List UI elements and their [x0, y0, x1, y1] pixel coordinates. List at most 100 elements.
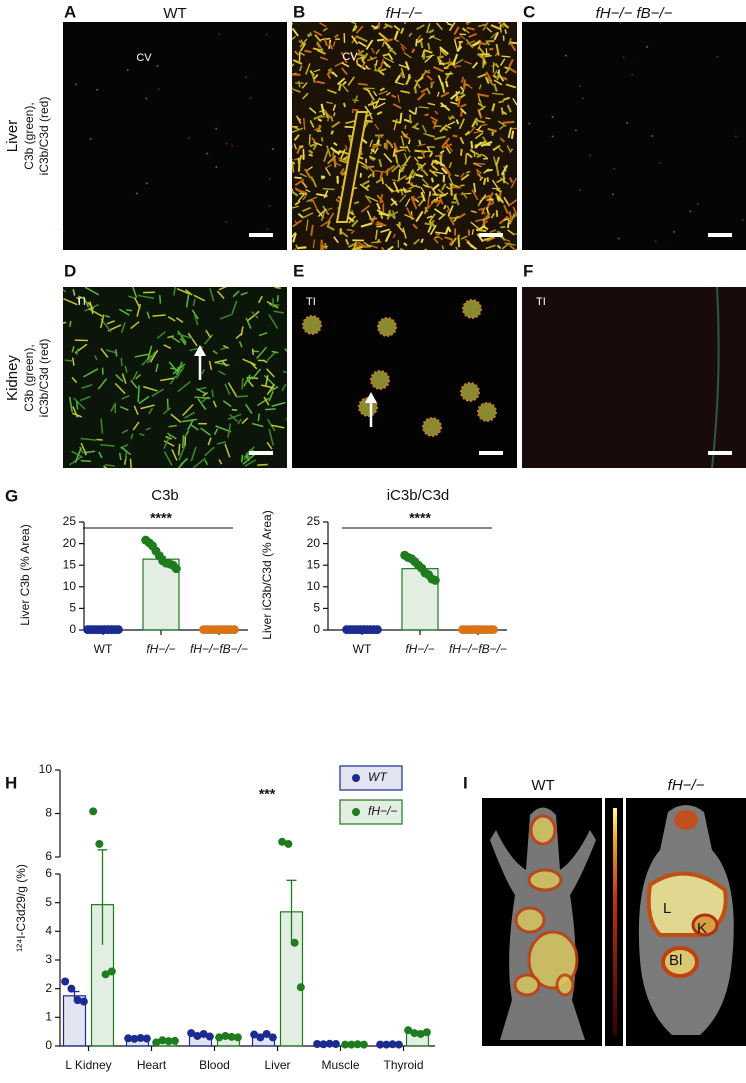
data-point — [227, 1032, 236, 1041]
texture — [425, 54, 435, 58]
uptake — [513, 973, 541, 997]
texture — [392, 103, 402, 109]
texture — [415, 173, 424, 178]
texture — [268, 429, 275, 446]
texture — [460, 235, 468, 240]
texture — [375, 59, 378, 66]
texture — [460, 382, 480, 402]
texture — [335, 111, 369, 223]
data-point — [164, 1037, 173, 1046]
texture — [419, 40, 424, 49]
texture — [506, 104, 512, 113]
data-point — [136, 1033, 145, 1042]
data-point — [290, 938, 299, 947]
texture — [431, 165, 439, 172]
texture — [193, 314, 199, 326]
texture — [312, 142, 318, 151]
texture — [336, 77, 346, 86]
texture — [204, 459, 209, 465]
texture — [341, 62, 350, 68]
texture — [450, 237, 457, 247]
texture — [133, 405, 139, 416]
data-point — [101, 970, 110, 979]
texture — [103, 465, 108, 468]
texture — [448, 216, 455, 226]
texture — [132, 371, 139, 381]
micrograph — [63, 22, 287, 250]
texture — [169, 375, 177, 385]
scale-bar — [479, 451, 503, 455]
texture — [473, 22, 475, 23]
texture — [401, 130, 408, 139]
texture — [342, 80, 347, 85]
texture — [120, 446, 132, 456]
x-tick-label: L Kidney — [65, 1058, 111, 1072]
texture — [399, 194, 407, 203]
texture — [320, 56, 328, 61]
data-point — [61, 977, 70, 986]
y-tick-label: 5 — [45, 895, 52, 909]
texture — [302, 299, 497, 437]
texture — [320, 103, 326, 116]
y-tick-label: 0 — [45, 1038, 52, 1052]
texture — [394, 74, 402, 83]
micrograph — [522, 22, 746, 250]
texture — [403, 242, 408, 247]
texture — [457, 235, 461, 248]
texture — [313, 141, 323, 147]
texture — [177, 443, 181, 456]
texture — [292, 232, 297, 243]
texture — [340, 148, 346, 159]
texture — [485, 76, 494, 86]
data-point — [171, 564, 181, 574]
texture — [410, 195, 417, 202]
texture — [256, 346, 268, 359]
data-point — [394, 1040, 403, 1049]
texture — [320, 239, 323, 250]
texture — [149, 349, 159, 363]
texture — [408, 109, 416, 115]
row-label: Liver — [4, 120, 21, 153]
texture — [72, 289, 76, 296]
texture — [379, 87, 385, 92]
texture — [294, 176, 302, 180]
texture — [455, 58, 464, 65]
texture — [106, 320, 115, 325]
row-label: C3b (green), — [22, 344, 36, 411]
texture — [378, 32, 389, 42]
texture — [146, 311, 151, 319]
texture — [369, 139, 374, 148]
scale-bar — [708, 233, 732, 237]
data-point — [107, 967, 116, 976]
texture — [218, 33, 221, 36]
texture — [437, 193, 444, 205]
texture — [477, 95, 481, 102]
texture — [436, 91, 440, 97]
y-tick-label: 1 — [45, 1010, 52, 1024]
annotation: TI — [306, 296, 316, 308]
micrograph — [522, 287, 746, 468]
texture — [502, 22, 510, 29]
texture — [63, 33, 274, 233]
texture — [589, 154, 592, 157]
texture — [466, 40, 476, 45]
texture — [393, 25, 401, 31]
texture — [350, 51, 356, 62]
texture — [265, 375, 269, 386]
texture — [177, 333, 194, 340]
data-point — [205, 1032, 214, 1041]
texture — [445, 22, 449, 24]
y-tick-label: 5 — [313, 601, 320, 615]
texture — [163, 344, 172, 349]
y-tick-label: 6 — [45, 866, 52, 880]
texture — [412, 223, 418, 230]
texture — [130, 321, 140, 330]
texture — [378, 90, 388, 96]
texture — [428, 34, 435, 40]
texture — [551, 135, 554, 138]
texture — [96, 438, 103, 441]
texture — [211, 389, 214, 398]
texture — [512, 98, 517, 106]
data-point — [410, 1029, 419, 1038]
texture — [435, 231, 447, 235]
